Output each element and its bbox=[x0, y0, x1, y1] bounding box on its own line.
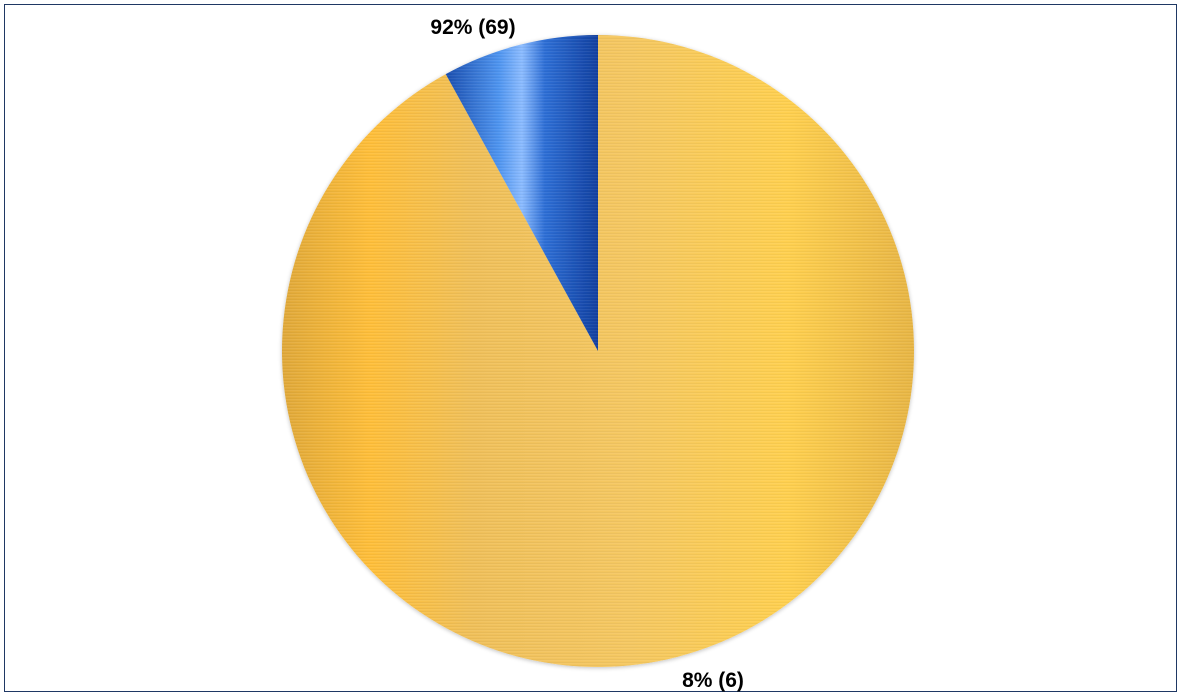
pie-slice-1 bbox=[281, 35, 915, 668]
pie-slice-texture bbox=[281, 35, 915, 668]
pie-slice-2 bbox=[445, 35, 598, 351]
data-label-slice-1: 92% (69) bbox=[430, 16, 515, 39]
pie-slice-texture bbox=[445, 35, 598, 351]
data-label-slice-2: 8% (6) bbox=[682, 669, 744, 692]
